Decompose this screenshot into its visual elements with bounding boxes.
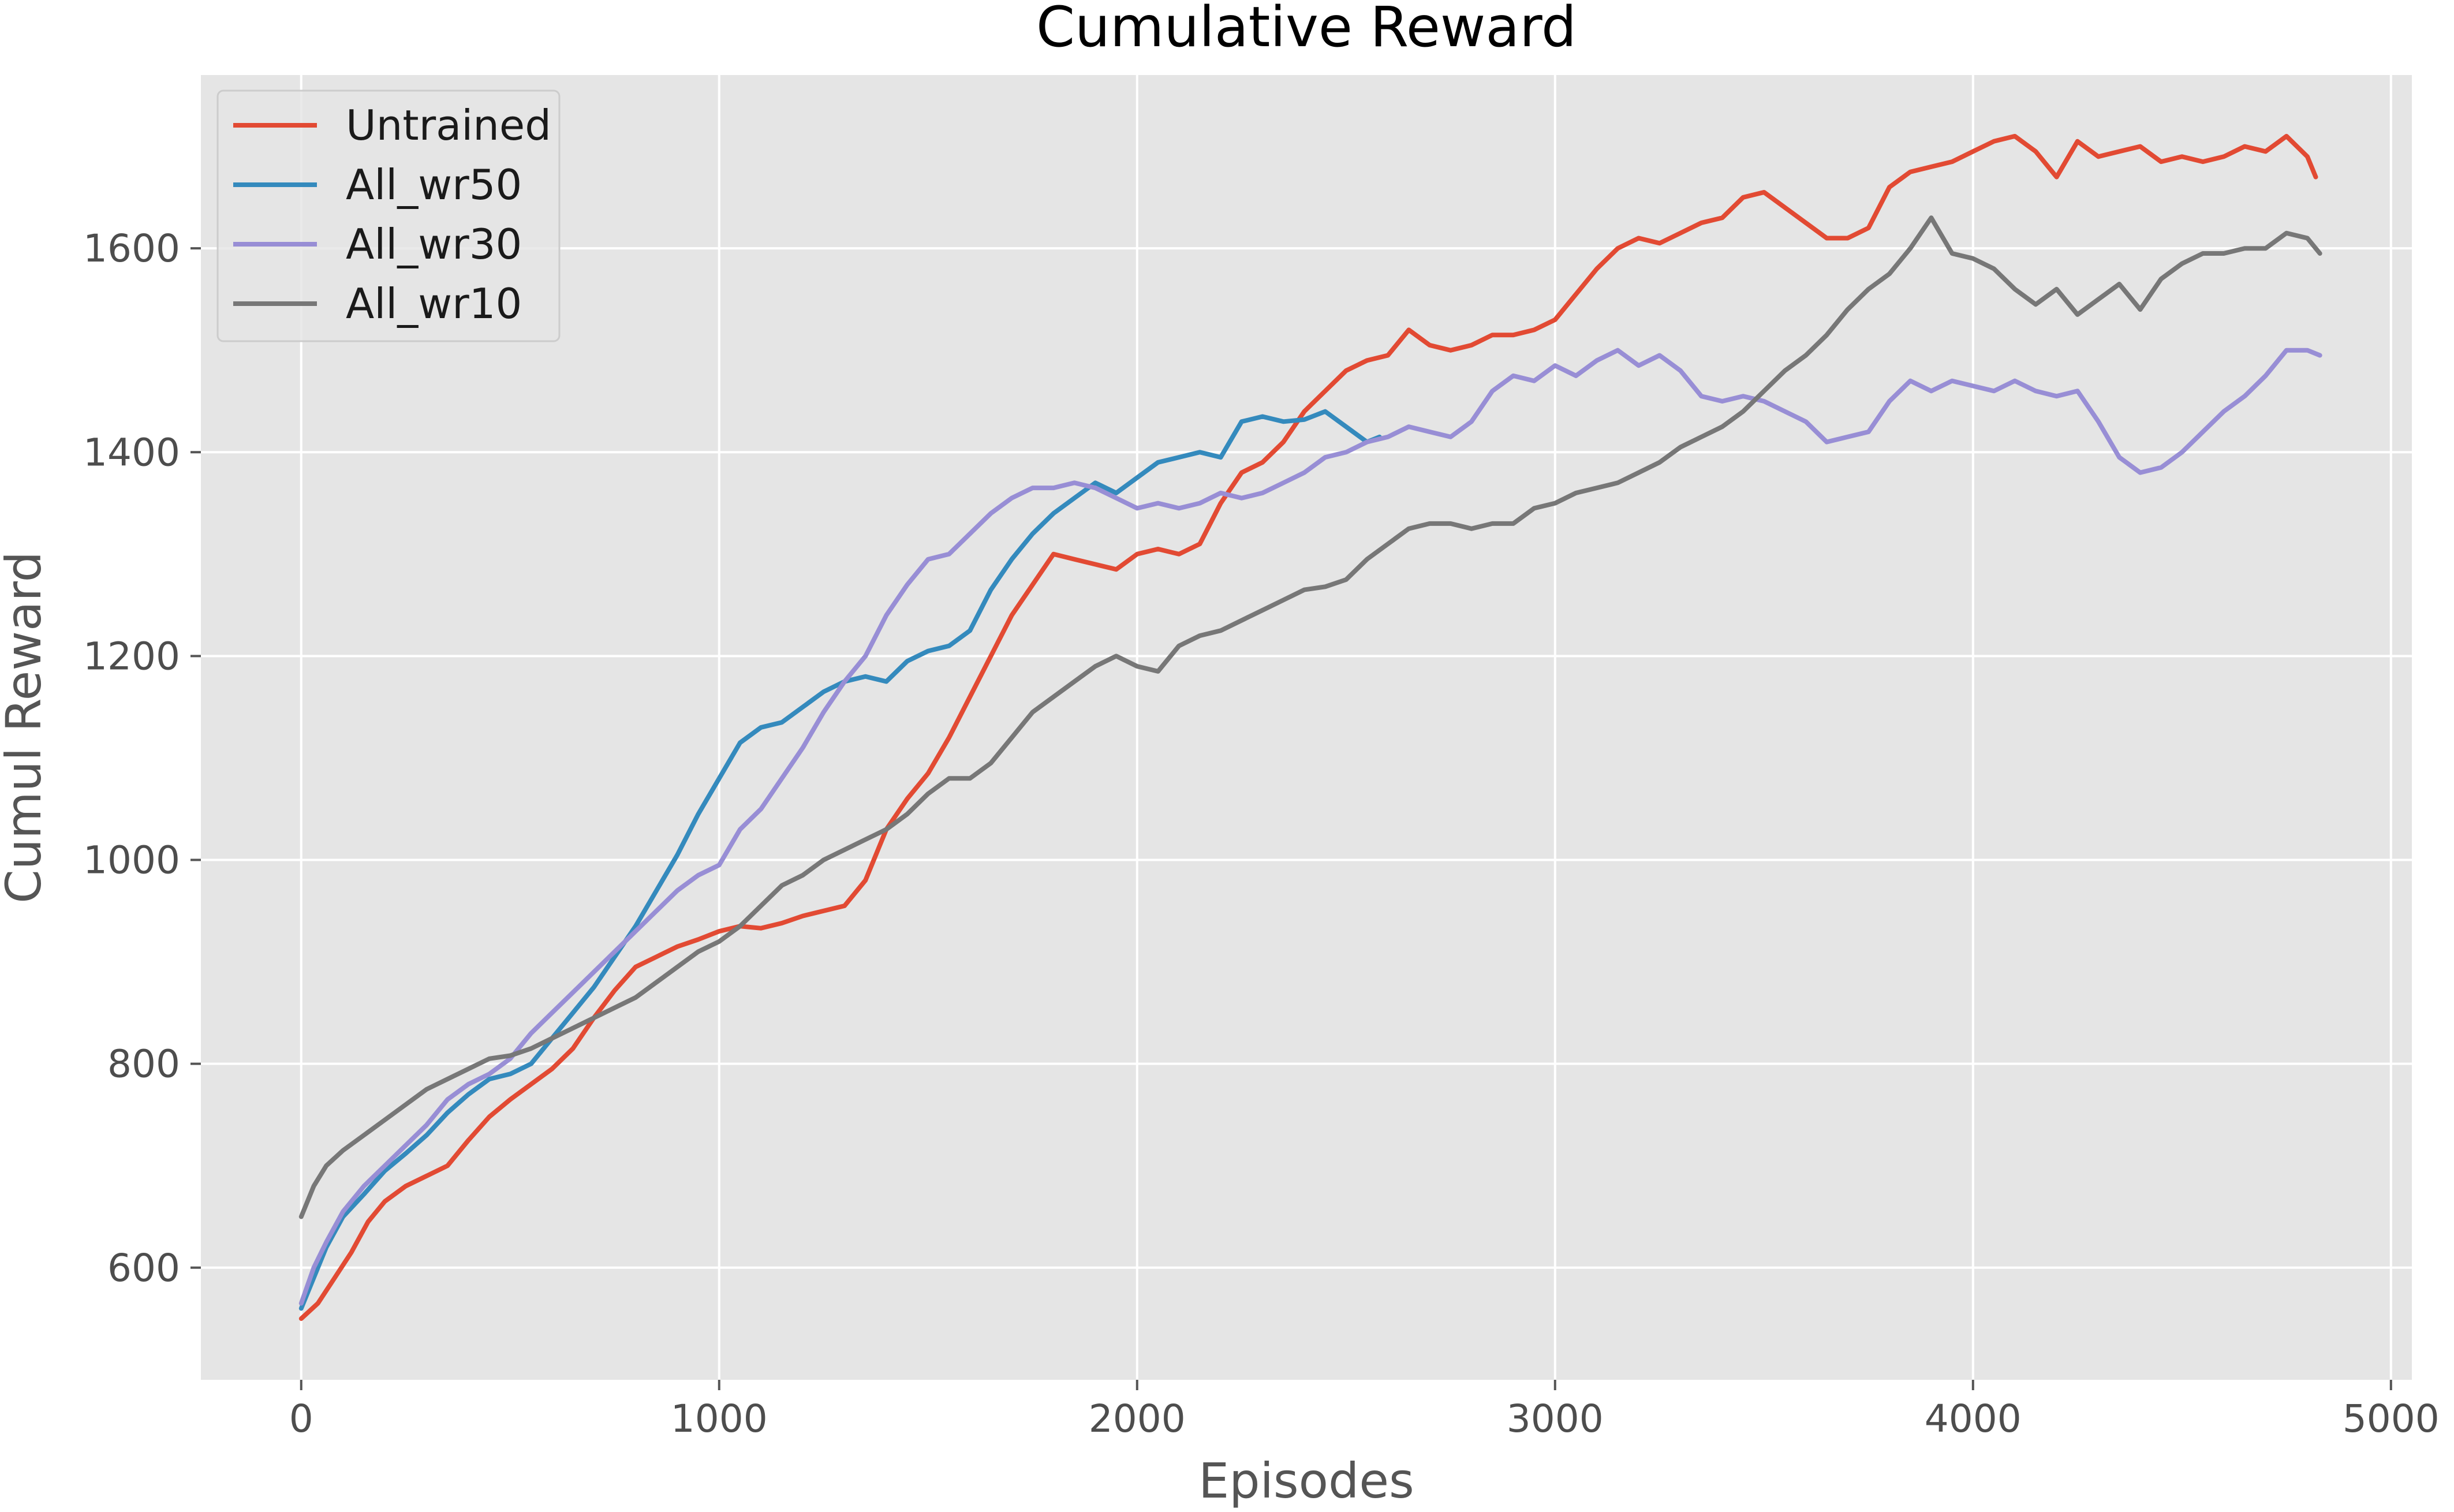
legend: Untrained All_wr50 All_wr30 All_wr10	[216, 89, 561, 342]
y-tick-label: 800	[107, 1042, 180, 1087]
legend-label: All_wr50	[346, 160, 522, 209]
x-tick-label: 2000	[1089, 1397, 1186, 1441]
grid-lines	[201, 75, 2412, 1380]
y-axis-label: Cumul Reward	[0, 551, 52, 904]
y-axis-ticks: 600 800 1000 1200 1400 1600	[83, 226, 201, 1290]
x-tick-label: 0	[289, 1397, 313, 1441]
x-tick-label: 3000	[1507, 1397, 1604, 1441]
series-line-untrained	[298, 133, 2318, 1321]
x-axis-ticks: 0 1000 2000 3000 4000 5000	[289, 1380, 2440, 1441]
plot-area	[201, 75, 2412, 1380]
y-tick-label: 1600	[83, 226, 180, 271]
legend-box	[216, 89, 561, 342]
series-line-all-wr30	[298, 348, 2322, 1306]
legend-label: All_wr30	[346, 220, 522, 268]
chart-title: Cumulative Reward	[1036, 0, 1577, 59]
legend-label: All_wr10	[346, 279, 522, 328]
series-line-all-wr10	[298, 215, 2322, 1219]
series-lines	[298, 133, 2322, 1321]
x-tick-label: 4000	[1925, 1397, 2022, 1441]
y-tick-label: 1400	[83, 430, 180, 475]
x-tick-label: 5000	[2343, 1397, 2440, 1441]
y-tick-label: 600	[107, 1246, 180, 1290]
legend-label: Untrained	[346, 101, 551, 150]
series-line-all-wr50	[298, 409, 1382, 1311]
y-tick-label: 1200	[83, 634, 180, 678]
x-axis-label: Episodes	[1198, 1453, 1414, 1509]
y-tick-label: 1000	[83, 838, 180, 883]
x-tick-label: 1000	[671, 1397, 768, 1441]
